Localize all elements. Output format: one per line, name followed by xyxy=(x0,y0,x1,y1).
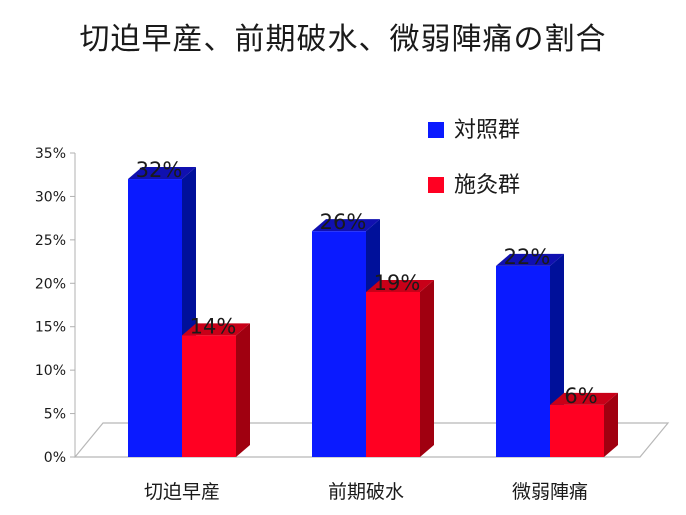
bar-top xyxy=(128,167,196,180)
chart-floor xyxy=(73,422,670,458)
bar-front xyxy=(550,404,604,457)
bar xyxy=(312,219,380,457)
bar-top xyxy=(496,253,564,266)
x-category-label: 微弱陣痛 xyxy=(512,481,588,503)
legend-swatch xyxy=(428,177,444,193)
bar xyxy=(366,279,434,457)
data-label: 26% xyxy=(320,210,367,234)
bar-side xyxy=(420,279,434,457)
y-tick-label: 30% xyxy=(35,189,66,205)
bar-front xyxy=(496,265,550,457)
data-label: 22% xyxy=(504,245,551,269)
bar xyxy=(182,323,250,457)
bar-top xyxy=(366,279,434,292)
y-tick-label: 10% xyxy=(35,363,66,379)
y-tick-label: 0% xyxy=(44,450,66,466)
bar xyxy=(550,392,618,457)
x-category-label: 前期破水 xyxy=(328,481,404,503)
bar-front xyxy=(128,179,182,458)
y-tick-label: 5% xyxy=(44,407,66,423)
chart-title: 切迫早産、前期破水、微弱陣痛の割合 xyxy=(79,22,607,57)
x-category-label: 切迫早産 xyxy=(144,481,220,503)
bar xyxy=(128,167,196,458)
legend-label: 施灸群 xyxy=(454,173,520,198)
bar-top xyxy=(182,323,250,336)
data-label: 14% xyxy=(190,314,237,338)
y-tick-label: 20% xyxy=(35,276,66,292)
y-tick-label: 25% xyxy=(35,233,66,249)
bar-top xyxy=(550,392,618,405)
legend-swatch xyxy=(428,122,444,138)
data-label: 32% xyxy=(136,158,183,182)
data-label: 6% xyxy=(564,384,597,408)
bar-top xyxy=(312,219,380,232)
bar-side xyxy=(604,392,618,457)
y-tick-label: 15% xyxy=(35,320,66,336)
bar-side xyxy=(236,323,250,457)
bar-front xyxy=(182,335,236,457)
data-label: 19% xyxy=(374,271,421,295)
legend-label: 対照群 xyxy=(454,118,520,143)
bar-front xyxy=(312,231,366,457)
y-tick-label: 35% xyxy=(35,146,66,162)
bar-front xyxy=(366,291,420,457)
